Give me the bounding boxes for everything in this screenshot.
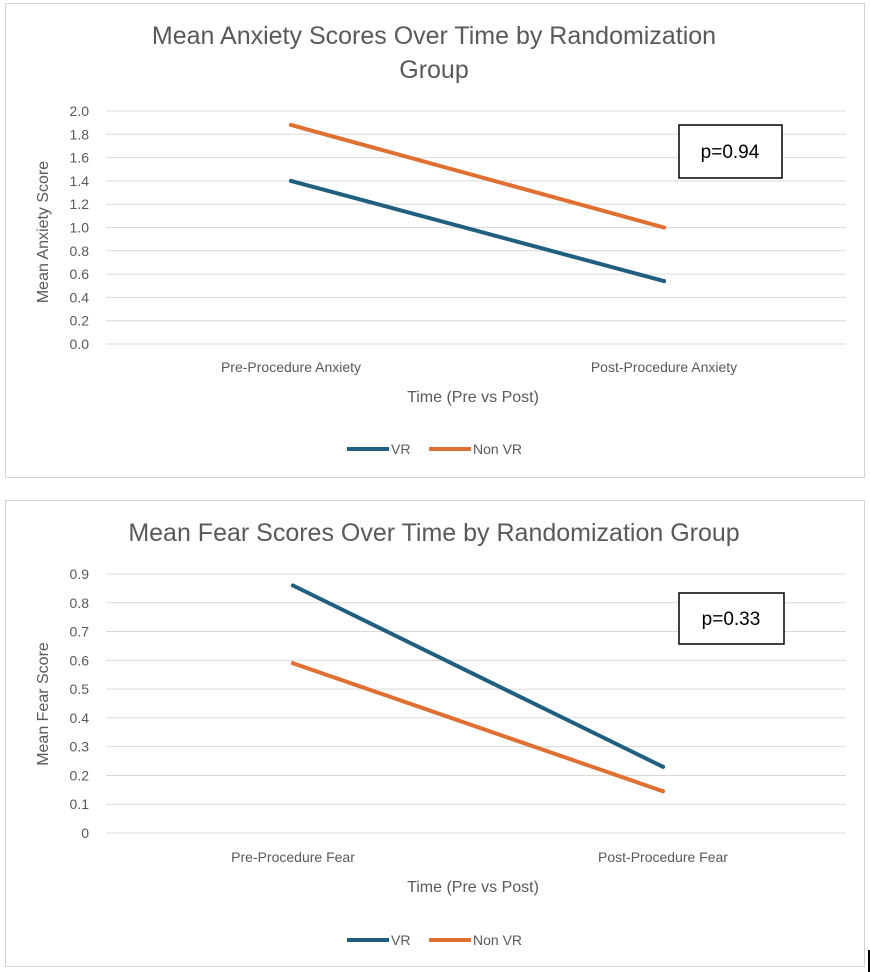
fear-chart-panel: Mean Fear Scores Over Time by Randomizat… bbox=[5, 500, 865, 967]
chart-title-line-1: Mean Anxiety Scores Over Time by Randomi… bbox=[152, 22, 716, 50]
y-tick-label: 0.7 bbox=[70, 624, 90, 640]
x-tick-label: Pre-Procedure Fear bbox=[231, 849, 355, 865]
legend: VR Non VR bbox=[347, 441, 522, 457]
y-tick-label: 0.9 bbox=[70, 566, 90, 582]
x-tick-label: Post-Procedure Fear bbox=[598, 849, 728, 865]
y-tick-label: 1.8 bbox=[70, 126, 90, 142]
x-tick-label: Pre-Procedure Anxiety bbox=[221, 359, 361, 375]
p-value-text: p=0.33 bbox=[702, 609, 761, 630]
data-point-non-vr bbox=[289, 122, 293, 127]
y-tick-label: 0.2 bbox=[70, 313, 90, 329]
annotation-box: p=0.94 bbox=[678, 124, 783, 179]
x-axis-label: Time (Pre vs Post) bbox=[407, 389, 539, 406]
chart-title-line-2: Group bbox=[399, 56, 468, 84]
y-tick-label: 2.0 bbox=[70, 103, 90, 119]
series-line-vr bbox=[291, 583, 665, 769]
legend-label-vr: VR bbox=[391, 932, 410, 948]
legend-label-non-vr: Non VR bbox=[473, 932, 522, 948]
y-tick-label: 0.8 bbox=[70, 243, 90, 259]
anxiety-chart: Mean Anxiety Scores Over Time by Randomi… bbox=[35, 22, 846, 457]
data-point-vr bbox=[662, 279, 666, 284]
p-value-text: p=0.94 bbox=[701, 142, 760, 163]
chart-title: Mean Fear Scores Over Time by Randomizat… bbox=[128, 519, 739, 547]
anxiety-chart-panel: Mean Anxiety Scores Over Time by Randomi… bbox=[5, 3, 865, 478]
y-tick-label: 0.4 bbox=[70, 289, 90, 305]
y-tick-label: 0.4 bbox=[70, 710, 90, 726]
y-tick-label: 0.0 bbox=[70, 336, 90, 352]
y-tick-label: 0 bbox=[81, 825, 89, 841]
y-axis-label: Mean Fear Score bbox=[35, 642, 52, 766]
data-point-vr bbox=[661, 764, 665, 769]
y-tick-label: 1.4 bbox=[70, 173, 90, 189]
legend-label-vr: VR bbox=[391, 441, 410, 457]
y-tick-label: 1.2 bbox=[70, 196, 90, 212]
series-line-non-vr bbox=[291, 661, 665, 794]
series-line-non-vr bbox=[289, 122, 666, 230]
x-tick-label: Post-Procedure Anxiety bbox=[591, 359, 737, 375]
legend-label-non-vr: Non VR bbox=[473, 441, 522, 457]
y-tick-label: 0.2 bbox=[70, 767, 90, 783]
y-tick-label: 0.6 bbox=[70, 266, 90, 282]
y-tick-label: 0.8 bbox=[70, 595, 90, 611]
y-tick-label: 1.6 bbox=[70, 150, 90, 166]
data-point-vr bbox=[289, 178, 293, 183]
y-tick-label: 0.1 bbox=[70, 796, 90, 812]
y-tick-label: 0.5 bbox=[70, 681, 90, 697]
y-tick-label: 1.0 bbox=[70, 220, 90, 236]
fear-chart: Mean Fear Scores Over Time by Randomizat… bbox=[35, 519, 846, 948]
legend: VR Non VR bbox=[347, 932, 522, 948]
data-point-vr bbox=[291, 583, 295, 588]
x-axis-label: Time (Pre vs Post) bbox=[407, 879, 539, 896]
data-point-non-vr bbox=[291, 661, 295, 666]
edge-marker bbox=[868, 950, 870, 972]
series-line-vr bbox=[289, 178, 666, 284]
data-point-non-vr bbox=[661, 789, 665, 794]
y-axis-label: Mean Anxiety Score bbox=[35, 161, 52, 303]
annotation-box: p=0.33 bbox=[678, 592, 785, 645]
data-point-non-vr bbox=[662, 225, 666, 230]
y-tick-label: 0.6 bbox=[70, 652, 90, 668]
y-tick-label: 0.3 bbox=[70, 739, 90, 755]
